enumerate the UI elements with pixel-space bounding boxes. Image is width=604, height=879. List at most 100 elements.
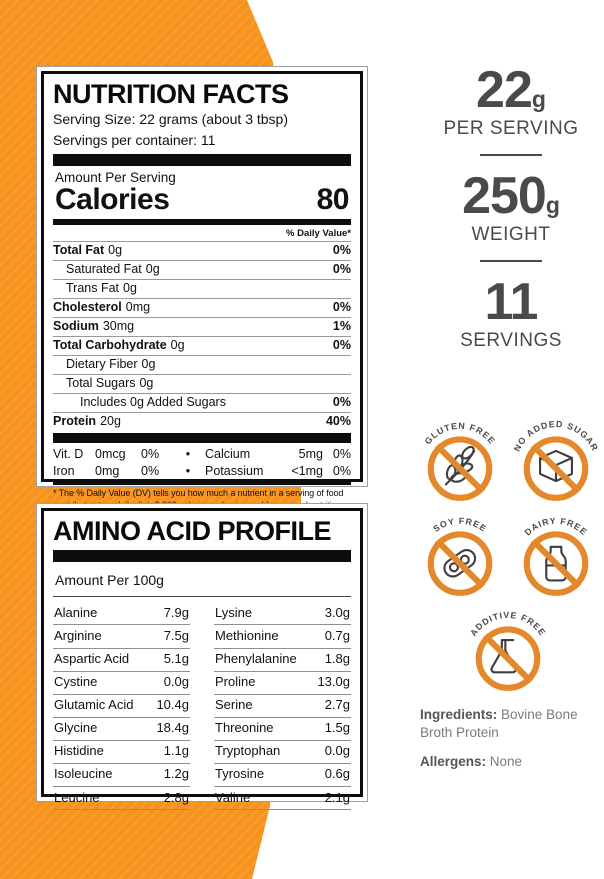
vitamin-name: Calcium — [205, 447, 251, 462]
vitamin-row-1: Vit. D 0mcg 0% • Calcium 5mg 0% — [53, 446, 351, 463]
allergens-label: Allergens: — [420, 754, 487, 770]
amino-row: Methionine 0.7g — [214, 625, 351, 649]
amino-name: Glycine — [54, 720, 98, 736]
nutrient-dv: 0% — [332, 243, 351, 258]
amino-name: Glutamic Acid — [54, 697, 134, 713]
amino-name: Histidine — [54, 743, 104, 759]
nutrient-name: Includes 0g Added Sugars — [80, 395, 226, 410]
vitamin-row-2: Iron 0mg 0% • Potassium <1mg 0% — [53, 463, 351, 480]
nutrient-dv: 0% — [332, 300, 351, 315]
amino-value: 7.5g — [163, 628, 189, 644]
vitamin-name: Vit. D — [53, 447, 84, 462]
calories-row: Calories 80 — [53, 185, 351, 216]
product-stats: 22g PER SERVING 250g WEIGHT 11 SERVINGS — [420, 64, 602, 352]
vitamin-amount: 0mcg — [95, 447, 126, 462]
amino-name: Threonine — [215, 720, 274, 736]
amino-row: Glycine 18.4g — [53, 718, 190, 741]
nutrient-row-saturated-fat: Saturated Fat 0g 0% — [53, 259, 351, 279]
nutrient-row-added-sugars: Includes 0g Added Sugars 0% — [53, 392, 351, 412]
bullet: • — [185, 464, 191, 479]
amino-right-column: Lysine 3.0g Methionine 0.7g Phenylalanine 1… — [214, 602, 351, 811]
nutrient-amount: 0g — [123, 281, 137, 296]
calories-value: 80 — [316, 183, 350, 217]
nutrient-name: Saturated Fat — [66, 262, 142, 277]
amino-name: Methionine — [215, 628, 279, 644]
amino-value: 3.0g — [324, 604, 350, 620]
nutrient-dv: 0% — [332, 395, 351, 410]
nutrient-row-total-carbohydrate: Total Carbohydrate 0g 0% — [53, 335, 351, 355]
nutrient-name: Trans Fat — [66, 281, 120, 296]
nutrition-facts-inner: NUTRITION FACTS Serving Size: 22 grams (… — [41, 71, 363, 521]
nutrient-name: Dietary Fiber — [66, 357, 138, 372]
nutrient-row-sodium: Sodium 30mg 1% — [53, 316, 351, 336]
nutrient-amount: 0g — [139, 376, 154, 391]
badge-gluten-free: GLUTEN FREE — [412, 412, 508, 504]
amount-per-100g: Amount Per 100g — [53, 572, 351, 598]
stat-divider — [480, 153, 542, 156]
amino-value: 1.1g — [163, 743, 189, 759]
vitamin-dv: 0% — [332, 447, 351, 462]
nutrient-row-cholesterol: Cholesterol 0mg 0% — [53, 297, 351, 317]
nutrient-row-dietary-fiber: Dietary Fiber 0g — [53, 354, 351, 374]
amino-row: Leucine 2.8g — [53, 787, 190, 811]
nutrient-name: Total Fat — [53, 243, 105, 258]
amino-row: Histidine 1.1g — [53, 741, 190, 764]
amino-name: Leucine — [54, 789, 100, 805]
amino-name: Serine — [215, 697, 253, 713]
ingredients-label: Ingredients: — [420, 707, 498, 722]
vitamin-amount: <1mg — [291, 464, 323, 479]
amino-row: Serine 2.7g — [214, 695, 351, 718]
amount-per-serving: Amount Per Serving — [55, 170, 176, 186]
stat-divider — [480, 259, 542, 262]
amino-value: 1.2g — [163, 766, 189, 782]
amino-row: Glutamic Acid 10.4g — [53, 695, 190, 718]
nutrient-amount: 0g — [145, 262, 160, 277]
nutrient-amount: 20g — [100, 414, 121, 429]
amino-name: Proline — [215, 674, 256, 690]
divider-bar — [53, 550, 351, 563]
divider-bar — [53, 154, 351, 167]
svg-text:SOY FREE: SOY FREE — [431, 516, 489, 534]
nutrient-dv: 1% — [332, 319, 351, 334]
nutrient-dv: 0% — [332, 338, 351, 353]
ingredients-value: Bovine Bone Broth Protein — [420, 707, 578, 741]
nutrition-facts-title: NUTRITION FACTS — [53, 79, 289, 109]
amino-acid-table: Alanine 7.9g Arginine 7.5g Aspartic Acid 5.… — [53, 602, 351, 811]
amino-row: Tryptophan 0.0g — [214, 741, 351, 764]
amino-value: 0.0g — [324, 743, 350, 759]
daily-value-header: % Daily Value* — [286, 227, 351, 239]
amino-row: Aspartic Acid 5.1g — [53, 649, 190, 672]
nutrient-amount: 0g — [108, 243, 123, 258]
amino-row: Tyrosine 0.6g — [214, 764, 351, 787]
ingredients-line: Ingredients: Bovine Bone Broth Protein — [420, 706, 600, 742]
badge-additive-free: ADDITIVE FREE — [460, 602, 556, 694]
vitamin-amount: 0mg — [95, 464, 120, 479]
stat-value: 11 — [484, 272, 539, 331]
svg-text:NO ADDED SUGAR: NO ADDED SUGAR — [512, 419, 601, 453]
stat-label: PER SERVING — [443, 118, 579, 139]
amino-name: Isoleucine — [54, 766, 113, 782]
amino-name: Cystine — [54, 674, 98, 690]
nutrient-row-trans-fat: Trans Fat 0g — [53, 278, 351, 298]
amino-value: 0.6g — [324, 766, 350, 782]
calories-label: Calories — [55, 183, 170, 217]
amino-value: 18.4g — [156, 720, 189, 736]
nutrient-name: Protein — [53, 414, 97, 429]
amino-name: Lysine — [215, 604, 253, 620]
stat-per-serving: 22g PER SERVING — [420, 64, 602, 140]
vitamin-name: Potassium — [205, 464, 264, 479]
amino-row: Proline 13.0g — [214, 672, 351, 695]
amino-row: Isoleucine 1.2g — [53, 764, 190, 787]
stat-unit: g — [531, 86, 546, 112]
amino-row: Lysine 3.0g — [214, 602, 351, 626]
amino-value: 7.9g — [163, 604, 189, 620]
vitamin-dv: 0% — [141, 447, 160, 462]
amino-acid-inner: AMINO ACID PROFILE Amount Per 100g Alani… — [41, 508, 363, 811]
nutrient-amount: 0g — [141, 357, 156, 372]
amino-row: Arginine 7.5g — [53, 625, 190, 649]
amino-value: 2.7g — [324, 697, 350, 713]
amino-value: 1.5g — [324, 720, 350, 736]
badge-soy-free: SOY FREE — [412, 507, 508, 599]
nutrient-amount: 30mg — [102, 319, 135, 334]
amino-name: Alanine — [54, 604, 98, 620]
